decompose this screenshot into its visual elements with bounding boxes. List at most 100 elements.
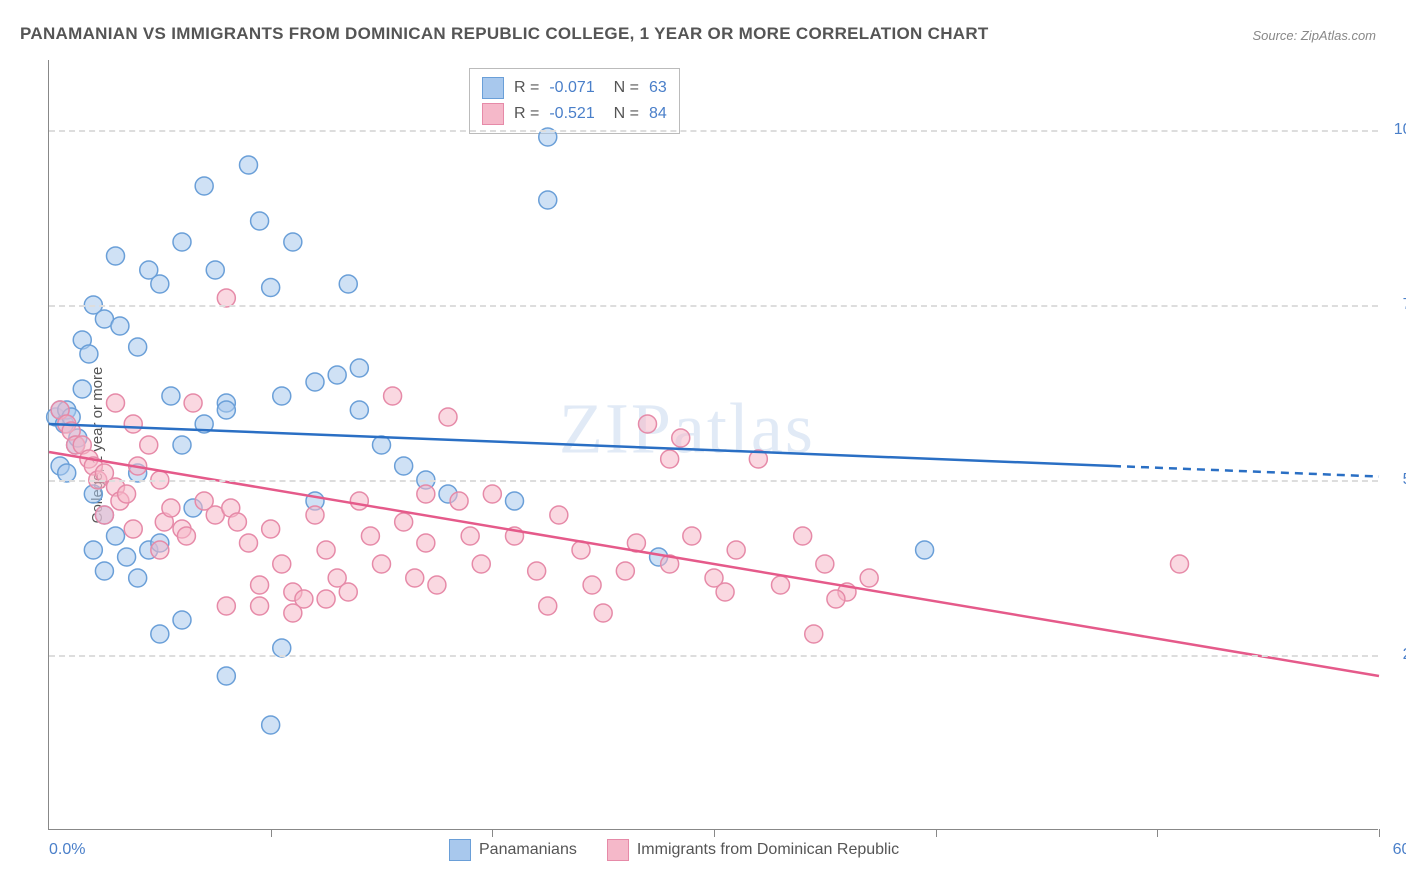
regression-line-extrapolated [1113, 466, 1379, 477]
x-tick [714, 829, 715, 837]
data-point [406, 569, 424, 587]
chart-plot-area: College, 1 year or more ZIPatlas R = -0.… [48, 60, 1378, 830]
data-point [284, 233, 302, 251]
x-tick [1157, 829, 1158, 837]
data-point [195, 177, 213, 195]
data-point [317, 541, 335, 559]
data-point [450, 492, 468, 510]
data-point [506, 492, 524, 510]
data-point [805, 625, 823, 643]
data-point [217, 597, 235, 615]
data-point [472, 555, 490, 573]
gridline [49, 480, 1378, 482]
data-point [317, 590, 335, 608]
y-tick-label: 100.0% [1394, 121, 1406, 139]
data-point [350, 492, 368, 510]
data-point [95, 562, 113, 580]
data-point [151, 275, 169, 293]
data-point [262, 279, 280, 297]
data-point [539, 597, 557, 615]
data-point [140, 436, 158, 454]
legend-item-series2: Immigrants from Dominican Republic [607, 839, 899, 861]
legend-item-series1: Panamanians [449, 839, 577, 861]
data-point [772, 576, 790, 594]
data-point [124, 415, 142, 433]
regression-line [49, 424, 1113, 466]
data-point [184, 394, 202, 412]
data-point [111, 317, 129, 335]
data-point [118, 548, 136, 566]
data-point [124, 520, 142, 538]
data-point [173, 611, 191, 629]
y-tick-label: 75.0% [1403, 296, 1406, 314]
series2-name: Immigrants from Dominican Republic [637, 841, 899, 859]
data-point [350, 401, 368, 419]
gridline [49, 655, 1378, 657]
scatter-plot-svg [49, 60, 1378, 829]
series1-name: Panamanians [479, 841, 577, 859]
data-point [339, 275, 357, 293]
data-point [916, 541, 934, 559]
data-point [350, 359, 368, 377]
data-point [306, 373, 324, 391]
swatch-series1-bottom [449, 839, 471, 861]
data-point [173, 233, 191, 251]
data-point [827, 590, 845, 608]
data-point [173, 436, 191, 454]
data-point [107, 527, 125, 545]
data-point [107, 247, 125, 265]
x-axis-max-label: 60.0% [1393, 841, 1406, 859]
data-point [339, 583, 357, 601]
data-point [417, 485, 435, 503]
data-point [373, 436, 391, 454]
data-point [550, 506, 568, 524]
data-point [177, 527, 195, 545]
data-point [284, 604, 302, 622]
swatch-series2-bottom [607, 839, 629, 861]
data-point [129, 338, 147, 356]
data-point [273, 387, 291, 405]
data-point [583, 576, 601, 594]
data-point [151, 625, 169, 643]
data-point [95, 506, 113, 524]
data-point [151, 541, 169, 559]
data-point [461, 527, 479, 545]
data-point [528, 562, 546, 580]
gridline [49, 305, 1378, 307]
data-point [306, 506, 324, 524]
data-point [816, 555, 834, 573]
series-legend: Panamanians Immigrants from Dominican Re… [449, 839, 899, 861]
data-point [328, 366, 346, 384]
data-point [661, 450, 679, 468]
data-point [129, 569, 147, 587]
data-point [428, 576, 446, 594]
data-point [251, 212, 269, 230]
data-point [683, 527, 701, 545]
chart-title: PANAMANIAN VS IMMIGRANTS FROM DOMINICAN … [20, 24, 989, 44]
data-point [118, 485, 136, 503]
data-point [616, 562, 634, 580]
data-point [439, 408, 457, 426]
x-tick [1379, 829, 1380, 837]
data-point [228, 513, 246, 531]
data-point [262, 716, 280, 734]
data-point [262, 520, 280, 538]
data-point [80, 345, 98, 363]
data-point [251, 576, 269, 594]
data-point [395, 457, 413, 475]
data-point [794, 527, 812, 545]
data-point [1171, 555, 1189, 573]
data-point [273, 555, 291, 573]
data-point [417, 534, 435, 552]
data-point [639, 415, 657, 433]
data-point [483, 485, 501, 503]
data-point [206, 261, 224, 279]
x-tick [271, 829, 272, 837]
y-tick-label: 25.0% [1403, 646, 1406, 664]
x-tick [492, 829, 493, 837]
data-point [84, 541, 102, 559]
data-point [384, 387, 402, 405]
data-point [162, 499, 180, 517]
data-point [251, 597, 269, 615]
data-point [727, 541, 745, 559]
